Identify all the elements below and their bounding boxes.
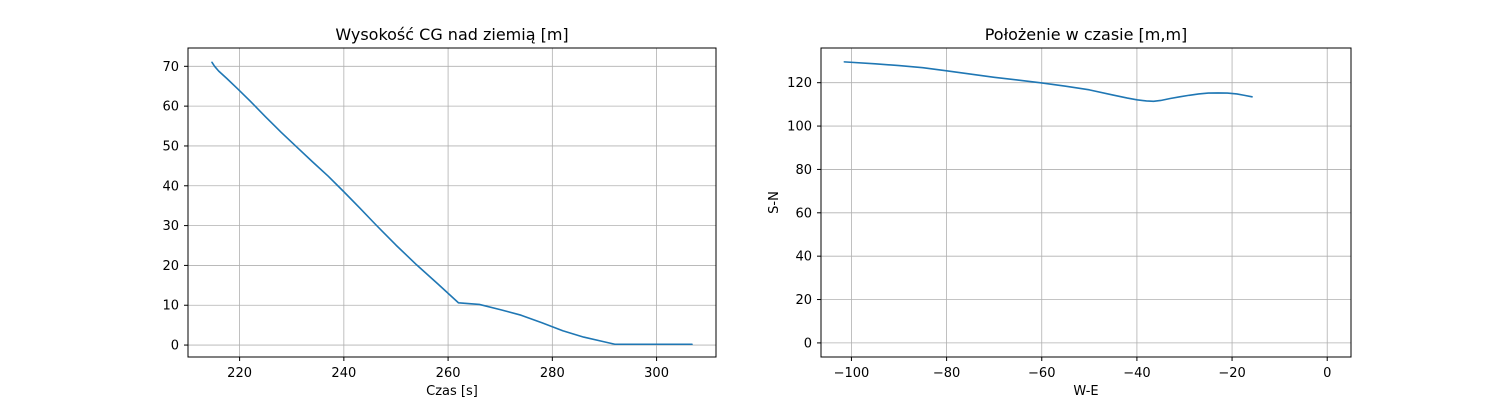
left-chart-ticks: 220 240 260 280 300 0 10 20 30 40 50 60 70	[162, 60, 669, 381]
right-chart-xtick-label: 0	[1323, 366, 1331, 381]
right-chart-xtick-label: −40	[1123, 366, 1150, 381]
right-chart-title: Położenie w czasie [m,m]	[985, 25, 1188, 44]
left-chart-series	[211, 61, 693, 346]
left-chart-ytick-label: 70	[162, 60, 179, 75]
left-chart-xtick-label: 240	[331, 366, 356, 381]
left-chart-ytick-label: 10	[162, 299, 179, 314]
right-chart-frame	[820, 47, 1352, 358]
left-chart-ytick-label: 30	[162, 219, 179, 234]
right-chart-ytick-label: 0	[804, 336, 812, 351]
left-chart-xtick-label: 280	[540, 366, 565, 381]
right-chart-ytick-label: 120	[787, 76, 812, 91]
right-chart-grid	[821, 48, 1351, 357]
left-chart-xtick-label: 300	[644, 366, 669, 381]
left-chart-title: Wysokość CG nad ziemią [m]	[335, 25, 568, 44]
right-chart-ticks: −100 −80 −60 −40 −20 0 0 20 40 60 80 100 120	[787, 76, 1331, 381]
right-chart-series	[843, 61, 1253, 103]
right-chart-ytick-label: 40	[795, 250, 812, 265]
left-chart-ytick-label: 0	[171, 339, 179, 354]
right-chart-xlabel: W-E	[1073, 384, 1098, 399]
left-chart-ytick-label: 50	[162, 139, 179, 154]
right-chart: −100 −80 −60 −40 −20 0 0 20 40 60 80 100 120 Położen…	[767, 25, 1352, 399]
right-chart-ytick-label: 80	[795, 163, 812, 178]
right-chart-ylabel: S-N	[767, 191, 782, 214]
left-chart-ytick-label: 60	[162, 100, 179, 115]
right-chart-xtick-label: −60	[1028, 366, 1055, 381]
left-chart-xtick-label: 260	[436, 366, 461, 381]
left-chart: 220 240 260 280 300 0 10 20 30 40 50 60 70 Wysokość …	[162, 25, 717, 399]
left-chart-frame	[187, 47, 717, 358]
right-chart-xtick-label: −80	[933, 366, 960, 381]
right-chart-ytick-label: 20	[795, 293, 812, 308]
left-chart-grid	[188, 48, 716, 357]
right-chart-ytick-label: 100	[787, 120, 812, 135]
left-chart-xlabel: Czas [s]	[426, 384, 478, 399]
right-chart-line	[843, 61, 1253, 103]
right-chart-ytick-label: 60	[795, 206, 812, 221]
left-chart-ytick-label: 40	[162, 179, 179, 194]
left-chart-ytick-label: 20	[162, 259, 179, 274]
right-chart-xtick-label: −20	[1218, 366, 1245, 381]
left-chart-xtick-label: 220	[227, 366, 252, 381]
left-chart-line	[211, 61, 693, 346]
right-chart-xtick-label: −100	[834, 366, 870, 381]
